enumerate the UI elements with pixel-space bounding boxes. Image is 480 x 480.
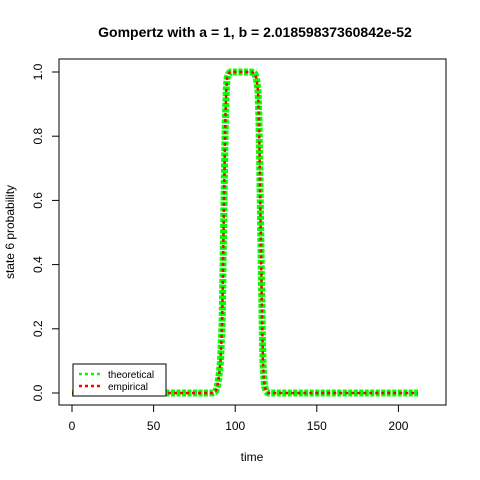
- x-tick-label: 100: [225, 419, 245, 433]
- y-axis-label: state 6 probability: [3, 185, 17, 279]
- legend-empirical-label: empirical: [108, 382, 148, 393]
- plot-lines: [72, 68, 418, 397]
- series-line-empirical: [72, 70, 418, 395]
- x-axis: 0 50 100 150 200: [69, 404, 409, 433]
- y-tick-label: 0.6: [31, 192, 45, 209]
- series-line-theoretical: [72, 68, 418, 397]
- y-tick-label: 0.2: [31, 320, 45, 337]
- legend-theoretical-label: theoretical: [108, 370, 154, 381]
- y-axis: 0.0 0.2 0.4 0.6 0.8 1.0: [31, 63, 60, 401]
- legend: theoretical empirical: [72, 363, 167, 397]
- x-axis-label: time: [241, 450, 264, 464]
- chart-title: Gompertz with a = 1, b = 2.0185983736084…: [98, 24, 412, 40]
- y-tick-label: 1.0: [31, 63, 45, 80]
- legend-box: [72, 363, 167, 397]
- plot-frame: [58, 58, 447, 406]
- x-tick-label: 200: [388, 419, 408, 433]
- x-tick-label: 150: [307, 419, 327, 433]
- x-tick-label: 0: [69, 419, 76, 433]
- y-tick-label: 0.8: [31, 128, 45, 145]
- y-tick-label: 0.4: [31, 256, 45, 273]
- x-tick-label: 50: [147, 419, 161, 433]
- y-tick-label: 0.0: [31, 384, 45, 401]
